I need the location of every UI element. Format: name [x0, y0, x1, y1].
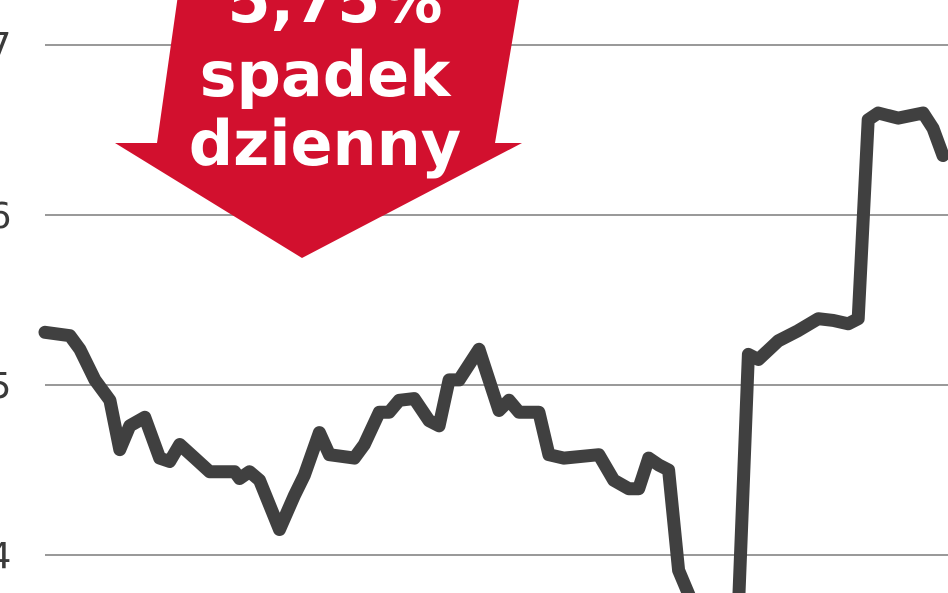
- y-tick-label: 4: [0, 536, 11, 577]
- y-tick-label: 7: [0, 26, 11, 67]
- drop-annotation: 5,75% spadek dzienny: [115, 0, 522, 258]
- y-tick-label: 5: [0, 366, 11, 407]
- annotation-line-1: spadek: [200, 38, 453, 111]
- down-arrow-icon: [115, 0, 522, 258]
- y-axis-ticks: 7 6 5 4: [0, 26, 11, 577]
- annotation-line-2: dzienny: [189, 107, 461, 180]
- drop-percent-label: 5,75%: [227, 0, 442, 37]
- y-tick-label: 6: [0, 196, 11, 237]
- price-line: [38, 106, 948, 593]
